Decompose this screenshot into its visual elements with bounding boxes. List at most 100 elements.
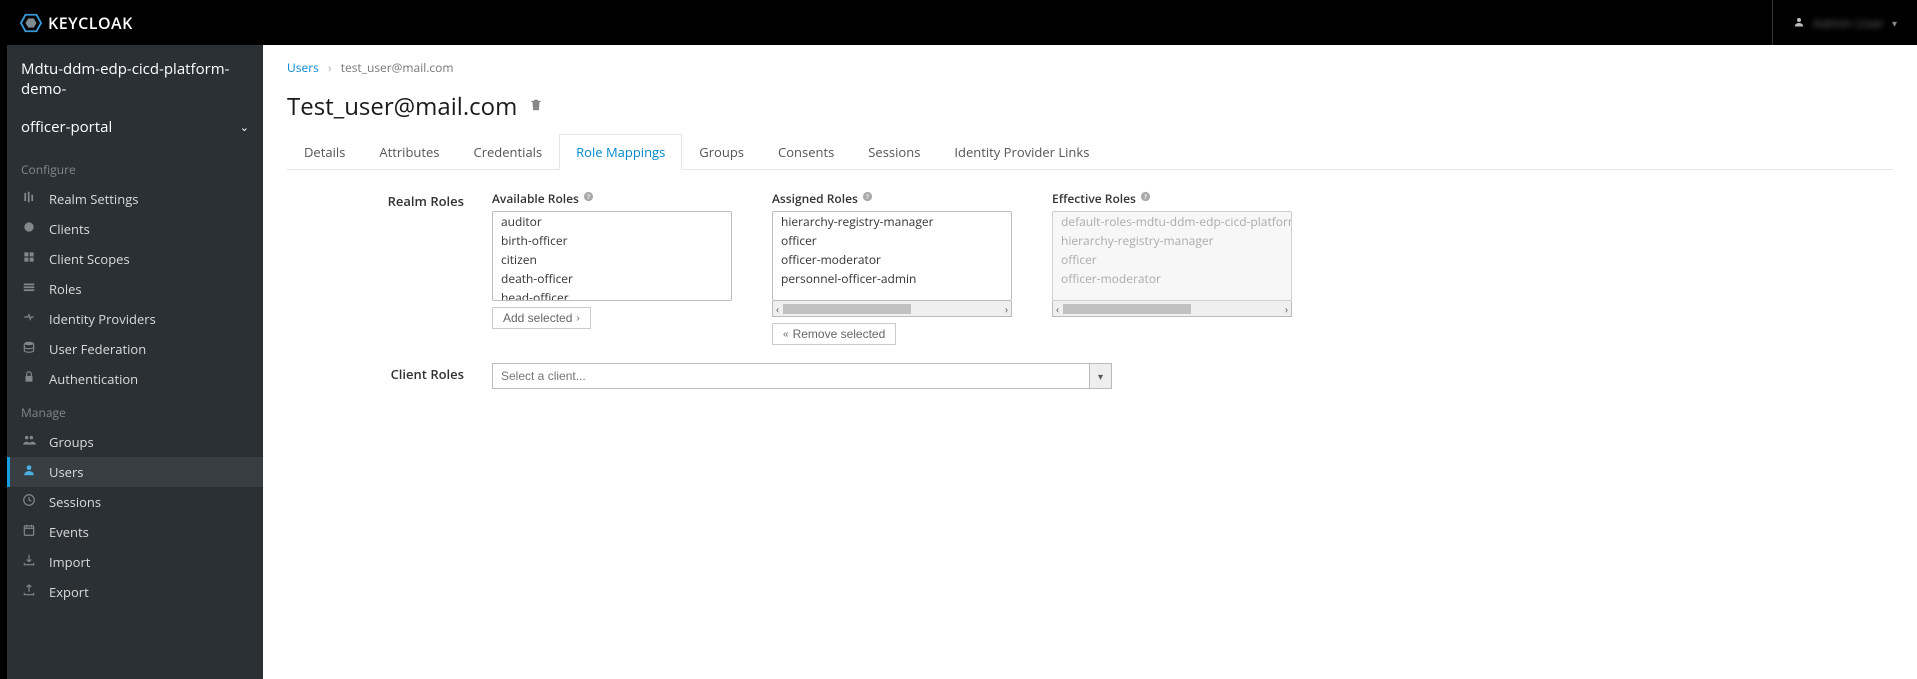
role-option[interactable]: death-officer [493,269,731,288]
role-option[interactable]: officer-moderator [773,250,1011,269]
tabs: DetailsAttributesCredentialsRole Mapping… [287,133,1893,170]
role-option[interactable]: citizen [493,250,731,269]
assigned-roles-col: Assigned Roles ? hierarchy-registry-mana… [772,190,1012,345]
client-roles-row: Client Roles ▾ [287,363,1893,389]
tab-credentials[interactable]: Credentials [457,134,560,170]
client-select[interactable]: ▾ [492,363,1112,389]
main-content: Users › test_user@mail.com Test_user@mai… [263,45,1917,679]
realm-selector[interactable]: officer-portal ⌄ [7,109,263,151]
svg-text:?: ? [866,192,869,201]
user-name: Admin User [1813,14,1884,32]
remove-selected-label: Remove selected [793,327,886,341]
brand[interactable]: KEYCLOAK [20,12,133,34]
breadcrumb-parent[interactable]: Users [287,59,319,76]
add-selected-button[interactable]: Add selected › [492,307,591,329]
role-option[interactable]: officer-moderator [1053,269,1291,288]
svg-text:?: ? [1144,192,1147,201]
sidebar-item-realm-settings[interactable]: Realm Settings [7,184,263,214]
svg-text:?: ? [587,192,590,201]
tab-groups[interactable]: Groups [682,134,761,170]
groups-icon [21,433,37,451]
sidebar-item-clients[interactable]: Clients [7,214,263,244]
tab-role-mappings[interactable]: Role Mappings [559,134,682,170]
import-icon [21,553,37,571]
remove-selected-button[interactable]: « Remove selected [772,323,896,345]
sidebar-item-label: Users [49,463,83,481]
sidebar-item-export[interactable]: Export [7,577,263,607]
role-option[interactable]: hierarchy-registry-manager [773,212,1011,231]
sidebar-item-events[interactable]: Events [7,517,263,547]
available-roles-select[interactable]: auditorbirth-officercitizendeath-officer… [492,211,732,301]
breadcrumb-current: test_user@mail.com [341,59,454,76]
assigned-hscrollbar[interactable]: ‹ › [772,301,1012,317]
sidebar-item-client-scopes[interactable]: Client Scopes [7,244,263,274]
role-option[interactable]: default-roles-mdtu-ddm-edp-cicd-platform… [1053,212,1291,231]
help-icon[interactable]: ? [862,191,873,206]
sessions-icon [21,493,37,511]
help-icon[interactable]: ? [583,191,594,206]
sidebar-section-configure: Configure [7,151,263,184]
role-option[interactable]: head-officer [493,288,731,301]
chevron-down-icon: ⌄ [240,120,249,135]
role-option[interactable]: auditor [493,212,731,231]
assigned-roles-label: Assigned Roles [772,190,858,207]
sidebar-item-sessions[interactable]: Sessions [7,487,263,517]
user-federation-icon [21,340,37,358]
sidebar-item-import[interactable]: Import [7,547,263,577]
realm-roles-label: Realm Roles [287,190,492,210]
sidebar-item-label: Sessions [49,493,101,511]
tab-consents[interactable]: Consents [761,134,851,170]
assigned-roles-select[interactable]: hierarchy-registry-managerofficerofficer… [772,211,1012,301]
tab-identity-provider-links[interactable]: Identity Provider Links [937,134,1106,170]
scroll-thumb[interactable] [783,304,911,314]
role-option[interactable]: birth-officer [493,231,731,250]
user-menu[interactable]: Admin User ▾ [1772,0,1897,45]
client-select-dropdown-button[interactable]: ▾ [1089,364,1111,388]
sidebar-item-label: Export [49,583,89,601]
role-option[interactable]: hierarchy-registry-manager [1053,231,1291,250]
sidebar-item-label: User Federation [49,340,146,358]
caret-down-icon: ▾ [1892,16,1897,30]
clients-icon [21,220,37,238]
client-select-input[interactable] [493,364,1089,388]
delete-icon[interactable] [529,96,543,118]
sidebar-item-groups[interactable]: Groups [7,427,263,457]
tab-details[interactable]: Details [287,134,362,170]
roles-icon [21,280,37,298]
effective-roles-select: default-roles-mdtu-ddm-edp-cicd-platform… [1052,211,1292,301]
scroll-right-icon[interactable]: › [1005,302,1008,316]
help-icon[interactable]: ? [1140,191,1151,206]
effective-roles-col: Effective Roles ? default-roles-mdtu-ddm… [1052,190,1292,345]
add-selected-label: Add selected [503,311,572,325]
identity-providers-icon [21,310,37,328]
keycloak-logo-icon [20,12,42,34]
events-icon [21,523,37,541]
client-scopes-icon [21,250,37,268]
scroll-left-icon[interactable]: ‹ [776,302,779,316]
scroll-right-icon[interactable]: › [1285,302,1288,316]
available-roles-label: Available Roles [492,190,579,207]
effective-hscrollbar[interactable]: ‹ › [1052,301,1292,317]
sidebar-item-identity-providers[interactable]: Identity Providers [7,304,263,334]
sidebar-item-user-federation[interactable]: User Federation [7,334,263,364]
role-option[interactable]: officer [1053,250,1291,269]
sidebar-item-label: Roles [49,280,82,298]
sidebar-item-users[interactable]: Users [7,457,263,487]
scroll-thumb[interactable] [1063,304,1191,314]
sidebar-section-manage: Manage [7,394,263,427]
sidebar-item-label: Import [49,553,90,571]
role-option[interactable]: personnel-officer-admin [773,269,1011,288]
sidebar-item-label: Authentication [49,370,138,388]
tab-attributes[interactable]: Attributes [362,134,456,170]
tab-sessions[interactable]: Sessions [851,134,937,170]
scroll-left-icon[interactable]: ‹ [1056,302,1059,316]
caret-down-icon: ▾ [1098,369,1103,383]
sidebar-item-roles[interactable]: Roles [7,274,263,304]
client-roles-label: Client Roles [287,363,492,383]
sidebar-item-label: Clients [49,220,90,238]
authentication-icon [21,370,37,388]
sidebar-item-label: Identity Providers [49,310,156,328]
realm-name: Mdtu-ddm-edp-cicd-platform-demo- [7,45,263,109]
role-option[interactable]: officer [773,231,1011,250]
sidebar-item-authentication[interactable]: Authentication [7,364,263,394]
